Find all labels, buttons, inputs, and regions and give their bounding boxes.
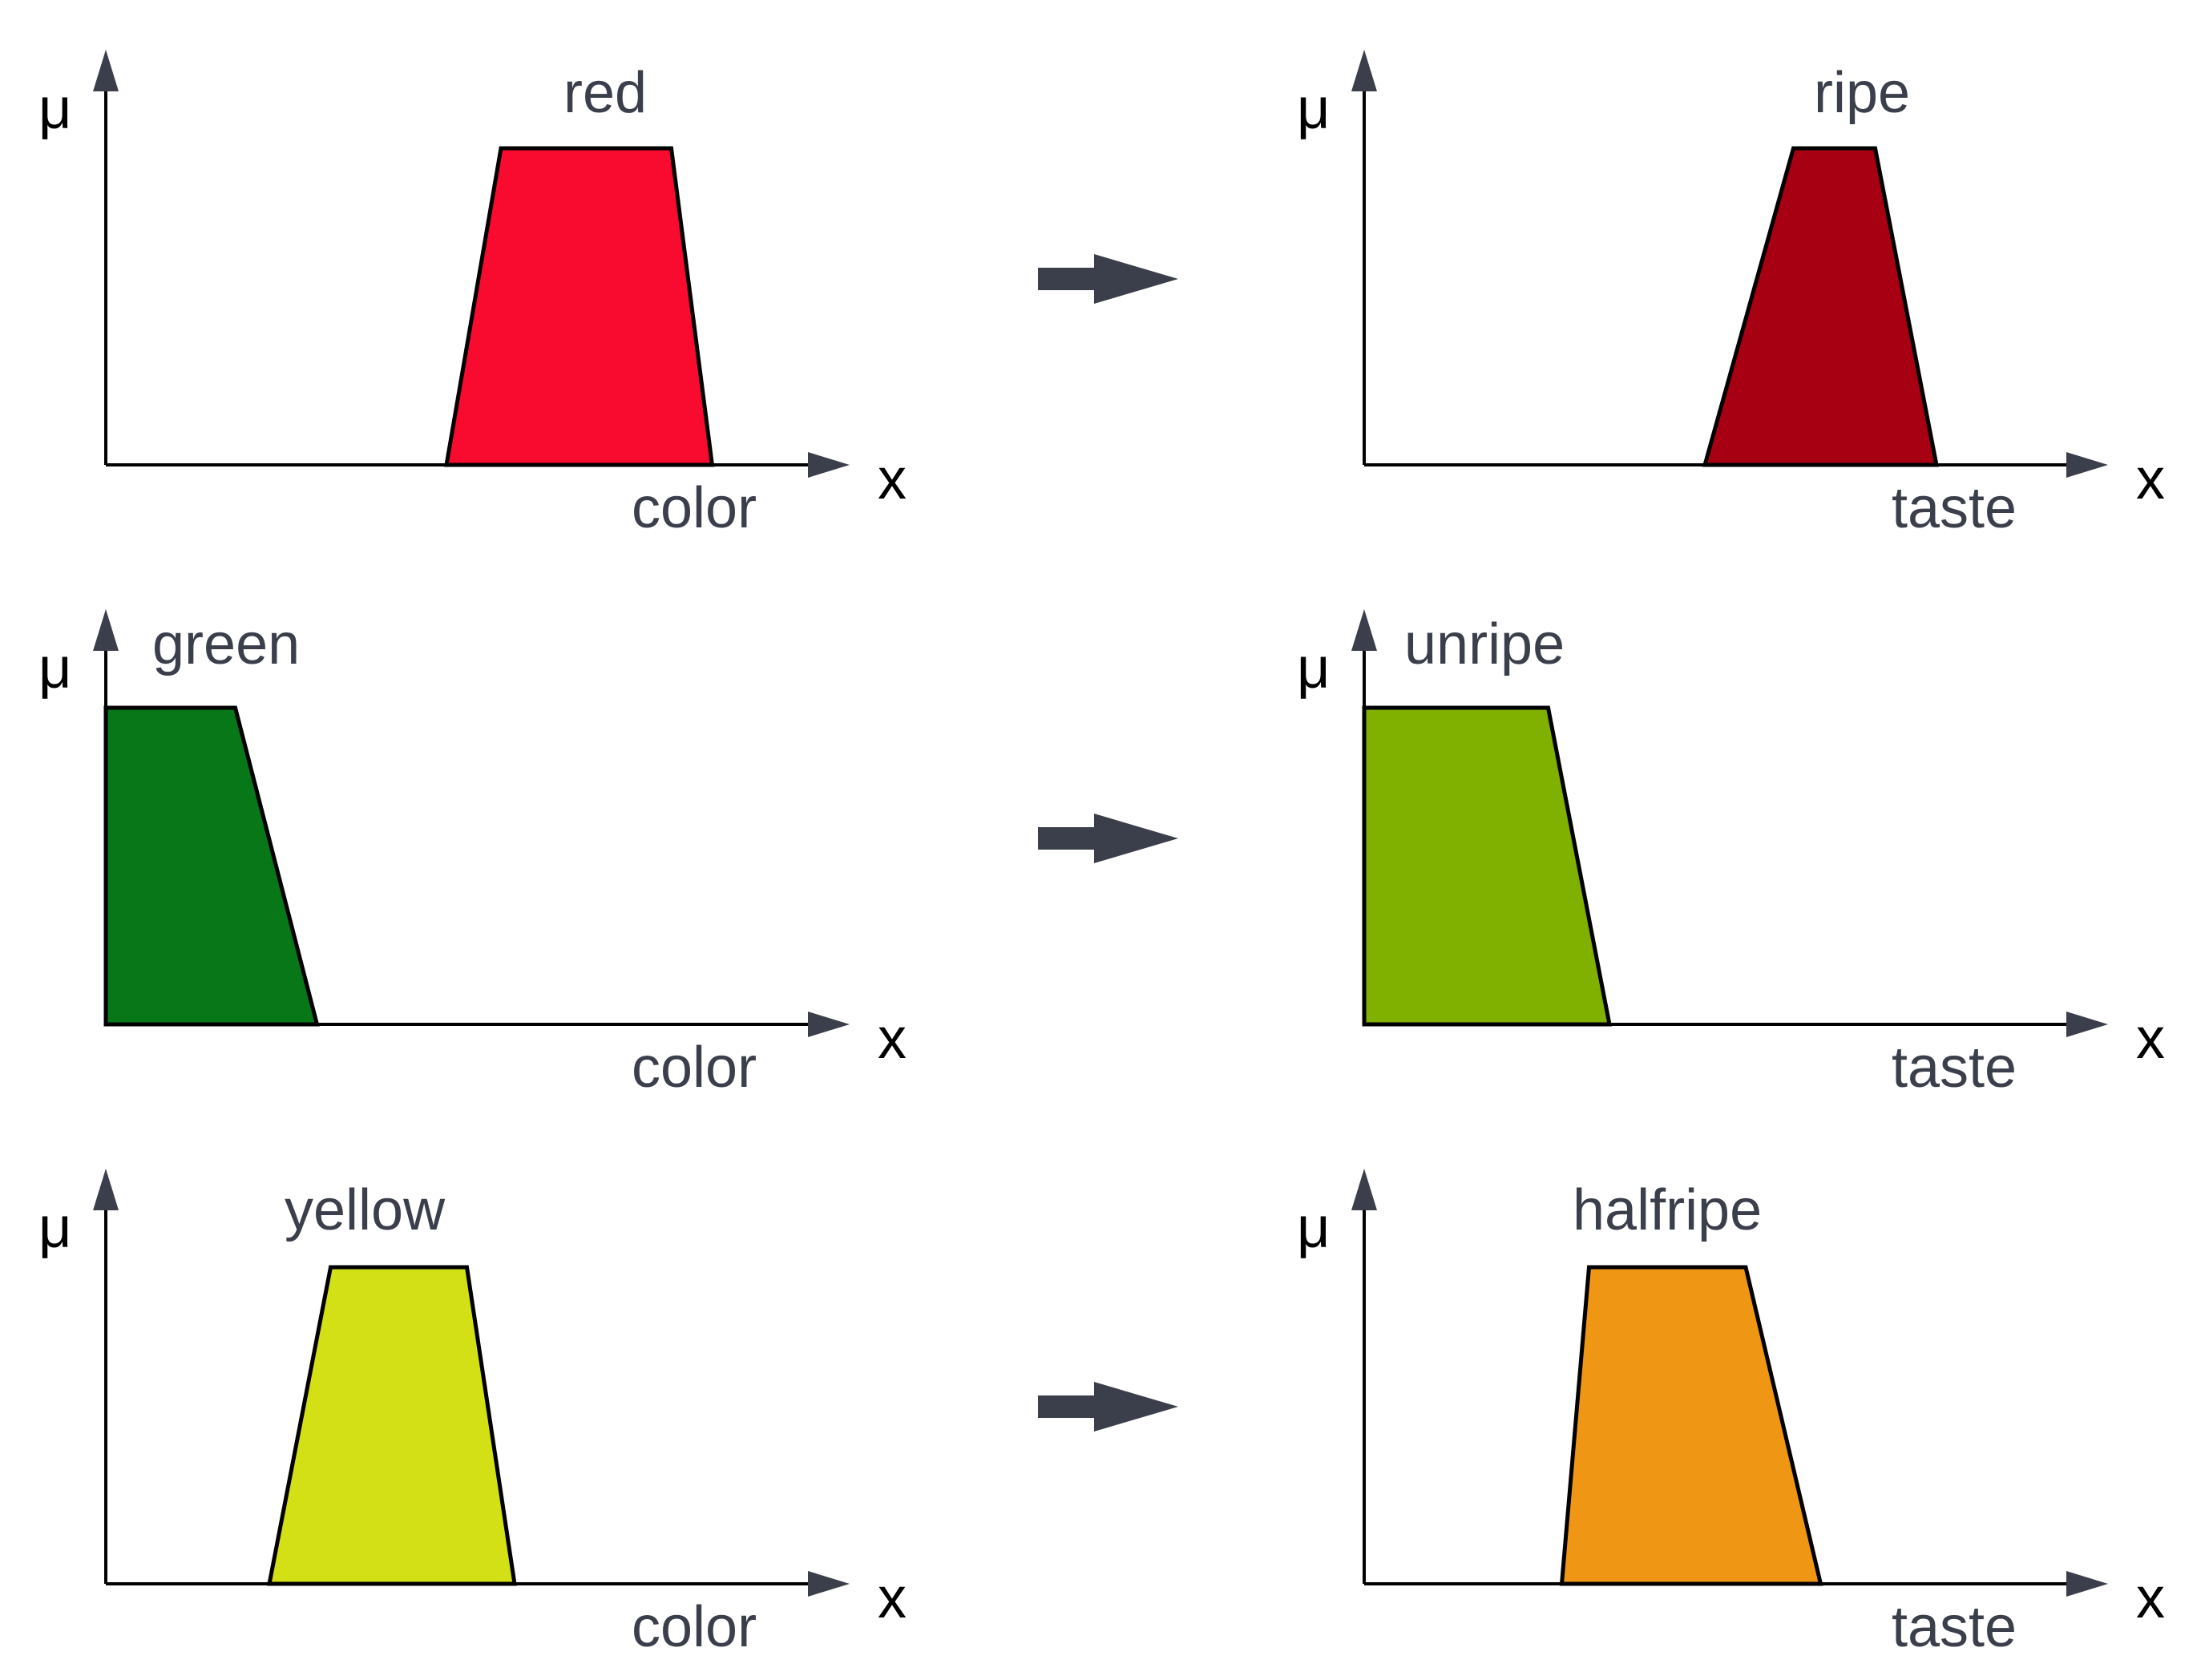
x-variable-label: x [878,447,907,511]
x-axis-arrowhead [808,452,850,478]
universe-label: taste [1892,476,2017,540]
membership-shape [1362,705,1613,1027]
y-axis-arrowhead [1351,609,1377,651]
y-axis-arrowhead [1351,1169,1377,1210]
rule-row: μ x color yellow μ x taste halfripe [38,1169,2165,1659]
universe-label: taste [1892,1036,2017,1100]
membership-shape [1702,146,1940,467]
output-membership-plot: μ x taste unripe [1297,609,2165,1100]
x-axis-arrowhead [2066,452,2108,478]
y-axis-arrowhead [1351,50,1377,91]
input-membership-plot: μ x color yellow [38,1169,907,1659]
universe-label: color [632,476,757,540]
rule-row: μ x color red μ x taste ripe [38,50,2165,540]
membership-shape [103,705,320,1027]
membership-degree-label: μ [1297,1196,1330,1260]
universe-label: color [632,1595,757,1659]
x-variable-label: x [878,1566,907,1630]
y-axis-arrowhead [93,50,119,91]
x-variable-label: x [2136,447,2165,511]
x-axis-arrowhead [2066,1012,2108,1037]
x-axis-arrowhead [808,1571,850,1597]
y-axis-arrowhead [93,609,119,651]
fuzzy-set-label: red [563,61,647,125]
x-axis-arrowhead [2066,1571,2108,1597]
universe-label: color [632,1036,757,1100]
fuzzy-set-label: unripe [1404,612,1565,676]
x-variable-label: x [2136,1566,2165,1630]
universe-label: taste [1892,1595,2017,1659]
membership-degree-label: μ [1297,636,1330,701]
y-axis-arrowhead [93,1169,119,1210]
membership-degree-label: μ [38,77,71,141]
implication-arrow-icon [1038,814,1178,863]
membership-degree-label: μ [38,636,71,701]
membership-shape [266,1265,517,1586]
x-variable-label: x [2136,1007,2165,1071]
fuzzy-set-label: yellow [285,1178,446,1242]
fuzzy-set-label: halfripe [1573,1178,1762,1242]
fuzzy-set-label: green [152,612,300,676]
implication-arrow-icon [1038,254,1178,304]
membership-degree-label: μ [38,1196,71,1260]
x-axis-arrowhead [808,1012,850,1037]
input-membership-plot: μ x color green [38,609,907,1100]
output-membership-plot: μ x taste ripe [1297,50,2165,540]
output-membership-plot: μ x taste halfripe [1297,1169,2165,1659]
fuzzy-set-label: ripe [1814,61,1910,125]
implication-arrow-icon [1038,1382,1178,1432]
rule-row: μ x color green μ x taste unripe [38,609,2165,1100]
membership-shape [444,146,715,467]
x-variable-label: x [878,1007,907,1071]
membership-degree-label: μ [1297,77,1330,141]
membership-shape [1559,1265,1823,1586]
input-membership-plot: μ x color red [38,50,907,540]
